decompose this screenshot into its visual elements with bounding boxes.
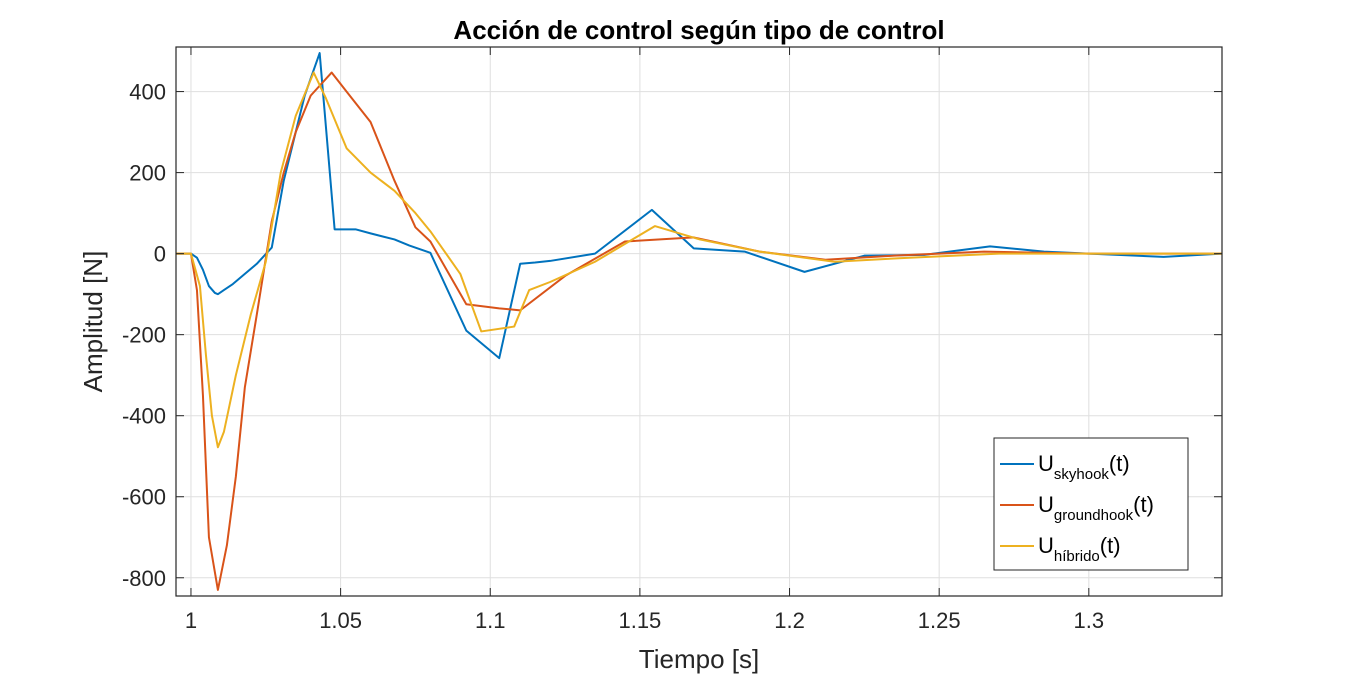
legend-entry: Uhíbrido(t) — [1038, 533, 1121, 565]
legend-entry: Uskyhook(t) — [1038, 451, 1130, 483]
x-tick-label: 1.2 — [774, 608, 805, 633]
x-tick-label: 1.25 — [918, 608, 961, 633]
y-tick-label: -200 — [122, 323, 166, 348]
legend-subscript: groundhook — [1054, 507, 1134, 524]
x-tick-label: 1.05 — [319, 608, 362, 633]
x-tick-label: 1.1 — [475, 608, 506, 633]
legend-subscript: skyhook — [1054, 466, 1110, 483]
plot-frame — [175, 46, 1223, 597]
legend-suffix: (t) — [1133, 492, 1154, 517]
y-tick-label: 400 — [129, 80, 166, 105]
legend-suffix: (t) — [1100, 533, 1121, 558]
series-layer — [176, 52, 1222, 591]
y-tick-label: -600 — [122, 485, 166, 510]
legend-subscript: híbrido — [1054, 548, 1100, 565]
ticks: 1 1.05 1.1 1.15 1.2 1.25 1.3 -800 -600 -400 -200 0 2… — [122, 47, 1222, 633]
legend: Uskyhook(t)Ugroundhook(t)Uhíbrido(t) — [993, 437, 1189, 571]
y-tick-label: -800 — [122, 566, 166, 591]
legend-entry: Ugroundhook(t) — [1038, 492, 1154, 524]
x-tick-label: 1.15 — [618, 608, 661, 633]
y-tick-label: 200 — [129, 161, 166, 186]
y-tick-label: -400 — [122, 404, 166, 429]
series-line-hibrido — [176, 71, 1222, 449]
y-axis-label: Amplitud [N] — [78, 251, 108, 393]
legend-suffix: (t) — [1109, 451, 1130, 476]
legend-name: U — [1038, 492, 1054, 517]
x-axis-label: Tiempo [s] — [639, 644, 759, 674]
x-tick-label: 1 — [185, 608, 197, 633]
y-tick-label: 0 — [154, 242, 166, 267]
chart-title: Acción de control según tipo de control — [453, 15, 944, 45]
x-tick-label: 1.3 — [1074, 608, 1105, 633]
legend-name: U — [1038, 451, 1054, 476]
legend-name: U — [1038, 533, 1054, 558]
